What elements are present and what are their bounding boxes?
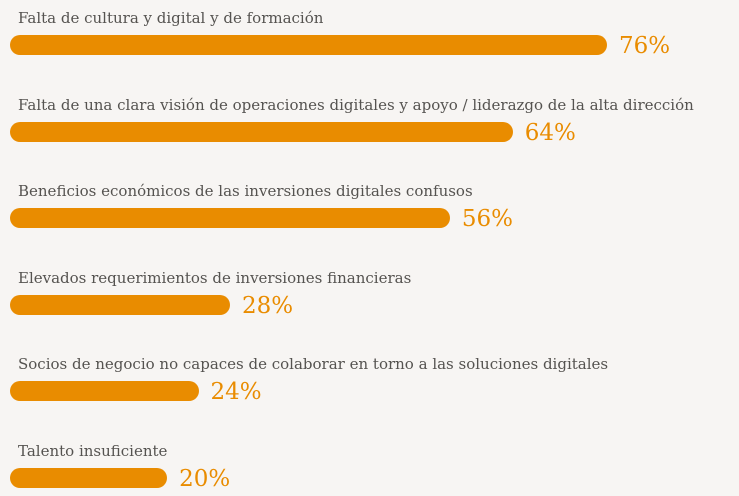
bar <box>10 467 168 488</box>
category-label: Beneficios económicos de las inversiones… <box>18 182 473 200</box>
category-label: Talento insuficiente <box>18 441 168 460</box>
bar <box>10 35 607 55</box>
value-label: 24% <box>210 379 262 405</box>
category-label: Socios de negocio no capaces de colabora… <box>18 355 609 373</box>
bar <box>10 294 230 315</box>
value-label: 56% <box>461 206 514 232</box>
value-label: 76% <box>619 33 671 59</box>
value-label: 64% <box>524 119 576 146</box>
category-label: Elevados requerimientos de inversiones f… <box>18 268 412 287</box>
bar <box>10 208 450 228</box>
category-label: Falta de cultura y digital y de formació… <box>18 9 324 27</box>
bar <box>10 121 513 142</box>
value-label: 28% <box>241 292 294 319</box>
value-label: 20% <box>179 465 231 492</box>
bar <box>10 381 199 401</box>
category-label: Falta de una clara visión de operaciones… <box>18 95 694 114</box>
